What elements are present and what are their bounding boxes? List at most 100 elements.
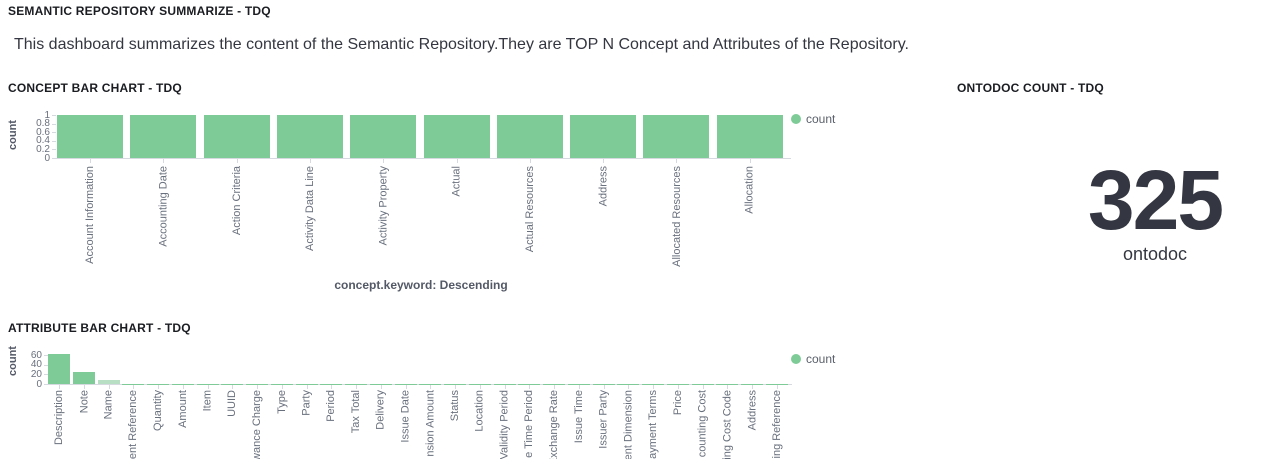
x-axis-tick-mark xyxy=(504,385,506,389)
x-axis-tick-label: nsion Amount xyxy=(424,390,437,457)
x-axis-tick-mark xyxy=(677,385,679,389)
x-axis-tick-mark xyxy=(752,385,753,389)
x-axis-tick-mark xyxy=(182,385,184,389)
legend-label: count xyxy=(806,112,836,126)
concept-bar[interactable] xyxy=(643,115,710,158)
y-axis-tick-mark xyxy=(52,158,56,159)
y-axis-tick-mark xyxy=(52,132,56,134)
x-axis-tick-label: Issuer Party xyxy=(597,390,610,449)
concept-bar[interactable] xyxy=(203,115,270,158)
x-axis-tick-label: counting Cost xyxy=(696,390,709,458)
concept-bar[interactable] xyxy=(716,115,783,158)
x-axis-tick-mark xyxy=(676,159,678,163)
legend-dot-icon xyxy=(791,354,801,364)
y-axis-tick-label: 20 xyxy=(30,368,42,380)
ontodoc-count-value: 325 xyxy=(1087,153,1224,247)
x-axis-tick-mark xyxy=(236,159,238,163)
x-axis-tick-mark xyxy=(749,159,751,163)
x-axis-tick-mark xyxy=(529,385,531,389)
x-axis-tick-label: Address xyxy=(746,390,758,431)
x-axis-tick-mark xyxy=(380,385,382,389)
x-axis-tick-label: ling Reference xyxy=(770,390,783,459)
legend-item[interactable]: count xyxy=(791,352,835,366)
concept-bar[interactable] xyxy=(130,115,197,158)
x-axis-tick-label: Period xyxy=(325,390,338,422)
concept-bar[interactable] xyxy=(423,115,490,158)
x-axis-tick-label: ing Cost Code xyxy=(721,390,734,459)
y-axis-tick-mark xyxy=(52,140,56,142)
x-axis-tick-label: wance Charge xyxy=(251,390,263,459)
x-axis-tick-label: Note xyxy=(77,390,90,414)
x-axis-tick-mark xyxy=(306,385,308,389)
y-axis-title: count xyxy=(7,346,19,376)
concept-bar[interactable] xyxy=(276,115,343,158)
x-axis-tick-label: Allocation xyxy=(743,166,756,214)
x-axis-tick-label: Activity Data Line xyxy=(303,166,316,251)
x-axis-tick-mark xyxy=(603,385,605,389)
x-axis-tick-label: Location xyxy=(473,390,486,432)
y-axis-tick-label: 0 xyxy=(36,378,42,390)
x-axis-tick-mark xyxy=(133,385,135,389)
concept-bar[interactable] xyxy=(570,115,637,158)
x-axis-tick-mark xyxy=(59,385,60,389)
y-axis-tick-label: 0.2 xyxy=(36,143,50,155)
x-axis-tick-mark xyxy=(405,385,407,389)
x-axis-tick-label: Tax Total xyxy=(350,390,362,434)
legend-item[interactable]: count xyxy=(791,112,835,126)
x-axis-tick-mark xyxy=(628,385,630,389)
x-axis-tick-mark xyxy=(281,385,283,389)
x-axis-tick-label: Address xyxy=(597,166,610,207)
x-axis-tick-label: Activity Property xyxy=(377,166,390,246)
x-axis-tick-label: Name xyxy=(102,390,115,420)
y-axis-tick-label: 0.4 xyxy=(36,135,50,147)
x-axis-tick-mark xyxy=(653,385,654,389)
y-axis-tick-mark xyxy=(52,123,56,125)
x-axis-tick-label: Issue Time xyxy=(572,390,585,444)
x-axis-tick-label: Validity Period xyxy=(498,390,511,459)
y-axis-tick-mark xyxy=(44,374,48,376)
x-axis-tick-label: Item xyxy=(201,390,214,412)
attribute-bar[interactable] xyxy=(48,353,70,384)
ontodoc-count-label: ontodoc xyxy=(1122,244,1188,264)
ontodoc-metric: 325 ontodoc xyxy=(1005,158,1266,265)
x-axis-tick-mark xyxy=(529,159,531,163)
x-axis-tick-label: Type xyxy=(275,390,288,414)
x-axis-tick-mark xyxy=(257,385,258,389)
x-axis-tick-mark xyxy=(207,385,209,389)
x-axis-tick-label: Price xyxy=(671,390,684,416)
legend-dot-icon xyxy=(791,114,801,124)
y-axis-tick-label: 60 xyxy=(30,349,42,361)
x-axis-tick-label: Exchange Rate xyxy=(548,390,560,459)
x-axis-tick-label: Quantity xyxy=(152,390,164,431)
attribute-chart-title: ATTRIBUTE BAR CHART - TDQ xyxy=(8,321,191,335)
y-axis-tick-label: 40 xyxy=(30,359,42,371)
x-axis-title: concept.keyword: Descending xyxy=(334,278,508,292)
x-axis-tick-label: ayment Terms xyxy=(647,390,659,459)
x-axis-tick-mark xyxy=(90,159,91,163)
x-axis-tick-mark xyxy=(356,385,357,389)
x-axis-tick-mark xyxy=(479,385,481,389)
x-axis-tick-mark xyxy=(83,385,85,389)
concept-bar[interactable] xyxy=(496,115,563,158)
y-axis-title: count xyxy=(7,120,19,150)
x-axis-tick-mark xyxy=(456,159,458,163)
x-axis-tick-label: Allocated Resources xyxy=(670,166,683,267)
attribute-bar[interactable] xyxy=(97,380,120,384)
y-axis-tick-mark xyxy=(44,364,48,366)
x-axis-tick-label: Account Information xyxy=(84,166,96,264)
x-axis-line xyxy=(46,384,792,385)
x-axis-tick-mark xyxy=(383,159,385,163)
concept-bar-chart: 0 0.2 0.4 0.6 0.8 1 count Account Information Ac… xyxy=(0,100,850,322)
concept-bar[interactable] xyxy=(350,115,417,158)
x-axis-tick-label: Accounting Date xyxy=(157,166,170,247)
y-axis-tick-mark xyxy=(44,355,48,356)
attribute-bar[interactable] xyxy=(72,372,95,384)
concept-bar[interactable] xyxy=(57,115,123,158)
x-axis-tick-label: Actual Resources xyxy=(523,166,536,253)
y-axis-tick-mark xyxy=(44,384,48,385)
x-axis-tick-mark xyxy=(158,385,159,389)
x-axis-tick-mark xyxy=(309,159,311,163)
x-axis-tick-label: ent Reference xyxy=(127,390,140,459)
y-axis-tick-label: 0 xyxy=(44,152,50,164)
x-axis-tick-label: ent Dimension xyxy=(622,390,635,459)
